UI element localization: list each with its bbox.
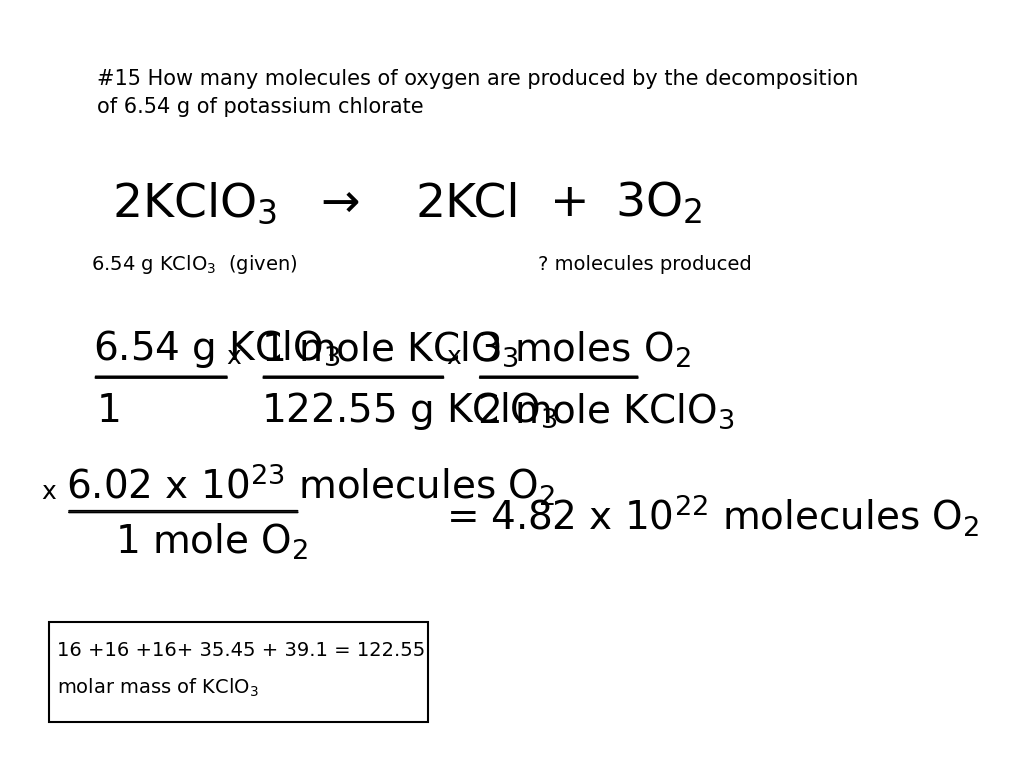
Text: $\rightarrow$: $\rightarrow$ [311, 181, 360, 226]
Text: 3 moles O$_2$: 3 moles O$_2$ [477, 329, 691, 369]
Text: x: x [445, 345, 461, 369]
Text: 1 mole KClO$_3$: 1 mole KClO$_3$ [261, 329, 518, 369]
Text: 122.55 g KClO$_3$: 122.55 g KClO$_3$ [261, 390, 557, 432]
Text: 16 +16 +16+ 35.45 + 39.1 = 122.55: 16 +16 +16+ 35.45 + 39.1 = 122.55 [57, 641, 426, 660]
Text: x: x [226, 345, 242, 369]
Text: 6.02 x 10$^{23}$ molecules O$_2$: 6.02 x 10$^{23}$ molecules O$_2$ [67, 461, 556, 507]
Text: 2 mole KClO$_3$: 2 mole KClO$_3$ [477, 391, 734, 431]
Text: 2KClO$_3$: 2KClO$_3$ [112, 180, 276, 227]
Text: +: + [550, 181, 590, 226]
Text: 1 mole O$_2$: 1 mole O$_2$ [115, 521, 308, 561]
FancyBboxPatch shape [48, 622, 428, 722]
Text: 2KCl: 2KCl [416, 181, 520, 226]
Text: molar mass of KClO$_3$: molar mass of KClO$_3$ [57, 677, 259, 699]
Text: x: x [41, 479, 56, 504]
Text: 6.54 g KClO$_3$  (given): 6.54 g KClO$_3$ (given) [91, 253, 298, 276]
Text: ? molecules produced: ? molecules produced [538, 256, 752, 274]
Text: 1: 1 [97, 392, 122, 430]
Text: 3O$_2$: 3O$_2$ [614, 180, 701, 227]
Text: = 4.82 x 10$^{22}$ molecules O$_2$: = 4.82 x 10$^{22}$ molecules O$_2$ [446, 492, 980, 538]
Text: 6.54 g KClO$_3$: 6.54 g KClO$_3$ [93, 329, 340, 370]
Text: #15 How many molecules of oxygen are produced by the decomposition
of 6.54 g of : #15 How many molecules of oxygen are pro… [97, 69, 858, 118]
